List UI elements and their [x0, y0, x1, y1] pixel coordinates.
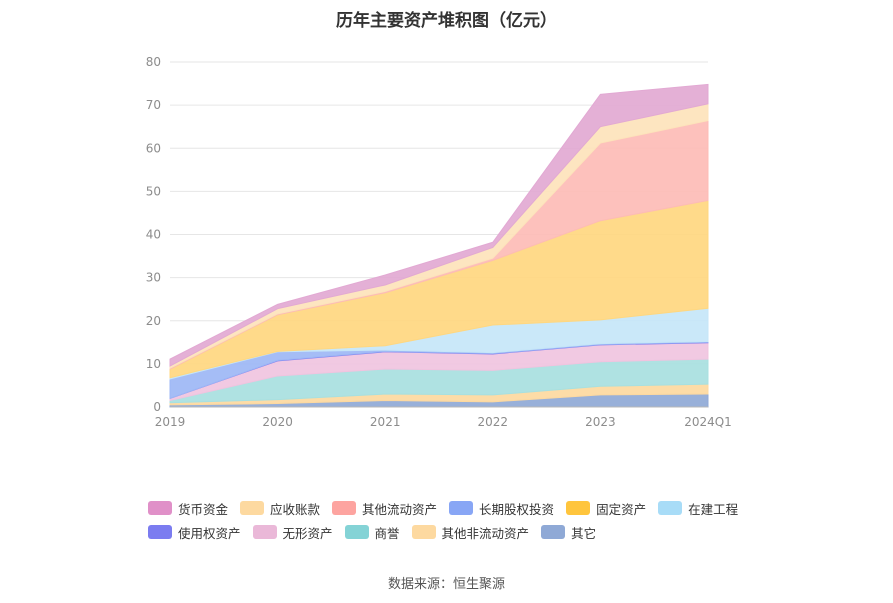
x-tick-label: 2023	[585, 415, 616, 429]
legend-label: 货币资金	[178, 501, 229, 517]
legend-swatch	[449, 501, 474, 515]
legend-label: 商誉	[374, 525, 400, 541]
legend-label: 无形资产	[282, 525, 333, 541]
legend-row: 使用权资产 无形资产 商誉 其他非流动资产 其它	[148, 520, 788, 544]
x-tick-label: 2019	[155, 415, 186, 429]
legend-swatch	[541, 525, 566, 539]
y-tick-label: 60	[146, 141, 161, 155]
y-tick-label: 80	[146, 55, 161, 69]
chart-title: 历年主要资产堆积图（亿元）	[336, 11, 557, 31]
x-tick-label: 2021	[370, 415, 401, 429]
legend-item-long-term-equity[interactable]: 长期股权投资	[449, 499, 554, 518]
y-tick-label: 10	[146, 357, 161, 371]
legend-item-cash[interactable]: 货币资金	[148, 499, 228, 518]
y-tick-label: 30	[146, 271, 161, 285]
legend-swatch	[332, 501, 357, 515]
chart-plot-area: 0 10 20 30 40 50 60 70 80 2019 2020 2021 2022 2023 202…	[146, 55, 732, 429]
legend-label: 应收账款	[270, 501, 321, 517]
x-tick-label: 2022	[478, 415, 509, 429]
legend-item-right-of-use[interactable]: 使用权资产	[148, 523, 241, 542]
legend-swatch	[566, 501, 591, 515]
legend-swatch	[344, 525, 369, 539]
legend-item-other-noncurrent[interactable]: 其他非流动资产	[411, 523, 530, 542]
y-tick-label: 0	[153, 400, 161, 414]
legend-swatch	[252, 525, 277, 539]
y-tick-label: 40	[146, 228, 161, 242]
legend-label: 其它	[571, 525, 597, 541]
legend-label: 在建工程	[688, 501, 739, 517]
chart-legend: 货币资金 应收账款 其他流动资产 长期股权投资 固定资产 在建工程 使用权资产 …	[148, 496, 788, 544]
legend-swatch	[148, 525, 172, 539]
legend-item-intangible[interactable]: 无形资产	[252, 523, 333, 542]
legend-item-other-current-assets[interactable]: 其他流动资产	[332, 499, 437, 518]
y-tick-label: 50	[146, 184, 161, 198]
legend-swatch	[148, 501, 172, 515]
legend-swatch	[240, 501, 265, 515]
legend-swatch	[411, 525, 436, 539]
y-tick-label: 70	[146, 98, 161, 112]
legend-swatch	[658, 501, 683, 515]
legend-row: 货币资金 应收账款 其他流动资产 长期股权投资 固定资产 在建工程	[148, 496, 788, 520]
legend-item-goodwill[interactable]: 商誉	[344, 523, 400, 542]
y-tick-label: 20	[146, 314, 161, 328]
x-tick-label: 2020	[262, 415, 293, 429]
area-series	[169, 83, 709, 367]
data-source-note: 数据来源：恒生聚源	[387, 577, 505, 592]
legend-label: 使用权资产	[178, 525, 241, 541]
legend-label: 其他非流动资产	[441, 525, 530, 541]
legend-label: 其他流动资产	[362, 501, 438, 517]
legend-label: 固定资产	[596, 501, 647, 517]
legend-item-construction[interactable]: 在建工程	[658, 499, 738, 518]
legend-item-receivables[interactable]: 应收账款	[240, 499, 320, 518]
legend-label: 长期股权投资	[479, 501, 555, 517]
x-tick-label: 2024Q1	[684, 415, 732, 429]
legend-item-fixed-assets[interactable]: 固定资产	[566, 499, 646, 518]
legend-item-others[interactable]: 其它	[541, 523, 596, 542]
